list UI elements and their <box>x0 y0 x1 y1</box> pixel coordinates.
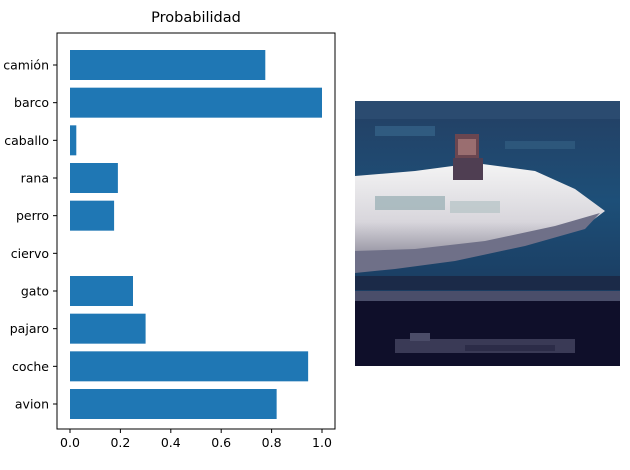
y-tick-label: ciervo <box>11 246 49 261</box>
bar-gato <box>70 276 133 306</box>
y-tick-label: perro <box>16 208 49 223</box>
y-tick-label: coche <box>12 359 49 374</box>
x-tick-label: 0.8 <box>262 435 282 450</box>
y-tick-label: gato <box>21 284 49 299</box>
bars-group <box>70 50 322 419</box>
boat-image <box>355 101 620 366</box>
y-tick-label: barco <box>14 95 49 110</box>
bar-camión <box>70 50 266 80</box>
bar-perro <box>70 200 115 231</box>
y-tick-label: caballo <box>4 133 49 148</box>
x-tick-label: 0.4 <box>161 435 181 450</box>
bar-pajaro <box>70 313 146 344</box>
boat-photo-thumbnail <box>355 101 620 366</box>
bar-caballo <box>70 125 77 156</box>
x-tick-label: 0.6 <box>211 435 231 450</box>
y-tick-label: rana <box>21 171 49 186</box>
y-tick-label: pajaro <box>10 321 49 336</box>
bar-barco <box>70 87 322 118</box>
chart-title: Probabilidad <box>151 10 241 26</box>
y-axis-ticks: avion coche pajaro gato ciervo perro rana cabal… <box>3 58 57 412</box>
probability-bar-chart: Probabilidad avion coche pajaro gato ciervo p… <box>3 10 336 450</box>
x-tick-label: 0.0 <box>60 435 80 450</box>
axes-frame <box>56 32 336 430</box>
x-tick-label: 1.0 <box>312 435 332 450</box>
bar-rana <box>70 163 118 193</box>
y-tick-label: avion <box>15 397 49 412</box>
x-axis-ticks: 0.0 0.2 0.4 0.6 0.8 1.0 <box>60 429 332 450</box>
bar-avion <box>70 389 277 419</box>
bar-coche <box>70 351 309 382</box>
y-tick-label: camión <box>3 58 49 73</box>
x-tick-label: 0.2 <box>110 435 130 450</box>
